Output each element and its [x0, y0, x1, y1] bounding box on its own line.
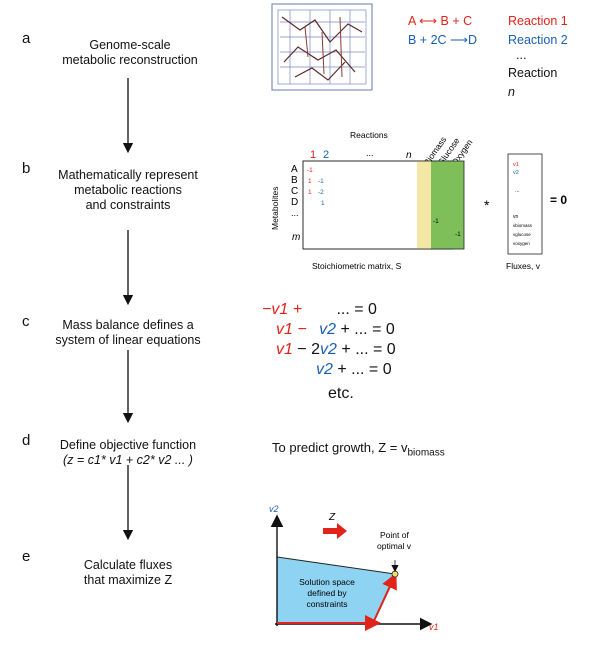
svg-text:v1: v1 — [513, 162, 519, 168]
reaction-2-name: Reaction 2 — [508, 33, 568, 47]
step-a-text: Genome-scale metabolic reconstruction — [62, 38, 198, 67]
equation-3: v1 − 2v2 + ... = 0 — [276, 341, 396, 358]
svg-text:B: B — [291, 175, 298, 186]
metabolic-network-image — [271, 3, 373, 91]
equation-2: v1 − v2 + ... = 0 — [276, 321, 395, 338]
svg-text:A: A — [291, 164, 298, 175]
reaction-1-name: Reaction 1 — [508, 14, 568, 28]
solution-label-2: defined by — [307, 588, 347, 598]
metabolites-label: Metabolites — [270, 187, 280, 230]
svg-text:m: m — [292, 232, 300, 243]
objective-text: To predict growth, Z = vbiomass — [272, 440, 445, 459]
svg-text:-1: -1 — [318, 178, 324, 185]
multiply-sign: * — [484, 197, 490, 213]
step-c-text: Mass balance defines a system of linear e… — [55, 318, 201, 347]
svg-text:1: 1 — [321, 200, 325, 207]
flow-arrows — [122, 78, 134, 540]
flux-caption: Fluxes, v — [506, 261, 541, 271]
right-arrow-icon: ⟶ — [450, 33, 468, 47]
exchange-columns — [431, 161, 464, 249]
equations-etc: etc. — [328, 385, 354, 402]
svg-text:voxygen: voxygen — [513, 241, 530, 246]
svg-text:vglucose: vglucose — [513, 232, 531, 237]
solution-label-3: constraints — [306, 599, 347, 609]
reactions-header: Reactions — [350, 130, 388, 140]
optimal-label-line1: Point of — [380, 530, 409, 540]
step-d-letter: d — [22, 432, 31, 449]
svg-text:-1: -1 — [307, 167, 313, 174]
reaction-dots: ... — [516, 48, 527, 62]
svg-text:...: ... — [291, 208, 299, 218]
svg-text:vn: vn — [513, 214, 519, 220]
solution-label-1: Solution space — [299, 577, 355, 587]
equation-4: v2 + ... = 0 — [316, 361, 392, 378]
step-b-text: Mathematically represent metabolic reacti… — [58, 168, 198, 212]
optimal-point — [391, 570, 399, 578]
matrix-caption: Stoichiometric matrix, S — [312, 261, 402, 271]
z-label: Z — [328, 512, 336, 523]
z-direction-arrow — [323, 523, 347, 539]
equation-1: −v1 + ... = 0 — [262, 301, 377, 318]
col-label-dots: ... — [366, 148, 374, 158]
step-e-letter: e — [22, 548, 31, 565]
flux-solution-plot: Z v2 v1 Point of optimal v Solution spac… — [269, 504, 439, 632]
col-label-n: n — [406, 150, 412, 161]
step-c-letter: c — [22, 313, 30, 330]
svg-text:v2: v2 — [513, 170, 519, 176]
svg-text:C: C — [291, 186, 298, 197]
optimal-path-2 — [372, 572, 397, 624]
step-a-letter: a — [22, 30, 31, 47]
step-b-letter: b — [22, 160, 31, 177]
flux-vector — [507, 153, 543, 255]
svg-text:-1: -1 — [433, 218, 439, 225]
col-label-1: 1 — [310, 149, 316, 161]
mass-balance-equations: −v1 + ... = 0 v1 − v2 + ... = 0 v1 − 2v2… — [262, 300, 396, 404]
svg-text:D: D — [291, 197, 298, 208]
reactions-list: A ⟷ B + C Reaction 1 B + 2C ⟶D Reaction … — [408, 12, 568, 99]
svg-text:1: 1 — [308, 178, 312, 185]
stoichiometric-matrix: Reactions Biomass Glucose Oxygen 1 2 ...… — [270, 130, 567, 271]
svg-text:-2: -2 — [318, 189, 324, 196]
y-axis-label: v2 — [269, 504, 279, 514]
biomass-column — [417, 161, 431, 249]
step-e-text: Calculate fluxes that maximize Z — [83, 558, 173, 587]
reaction-n-name: Reaction n — [508, 66, 558, 99]
reaction-1-equation: A ⟷ B + C — [408, 14, 473, 28]
svg-text:-1: -1 — [455, 231, 461, 238]
optimal-label-line2: optimal v — [377, 541, 412, 551]
reaction-2-equation: B + 2C ⟶D — [408, 33, 477, 47]
x-axis-label: v1 — [429, 622, 439, 632]
svg-text:...: ... — [515, 188, 520, 194]
svg-text:vbiomass: vbiomass — [513, 223, 533, 228]
equals-zero: = 0 — [550, 193, 567, 207]
col-label-2: 2 — [323, 149, 329, 161]
svg-text:1: 1 — [308, 189, 312, 196]
step-d-text: Define objective function (z = c1* v1 + … — [59, 438, 197, 467]
bidirectional-arrow-icon: ⟷ — [419, 14, 438, 28]
